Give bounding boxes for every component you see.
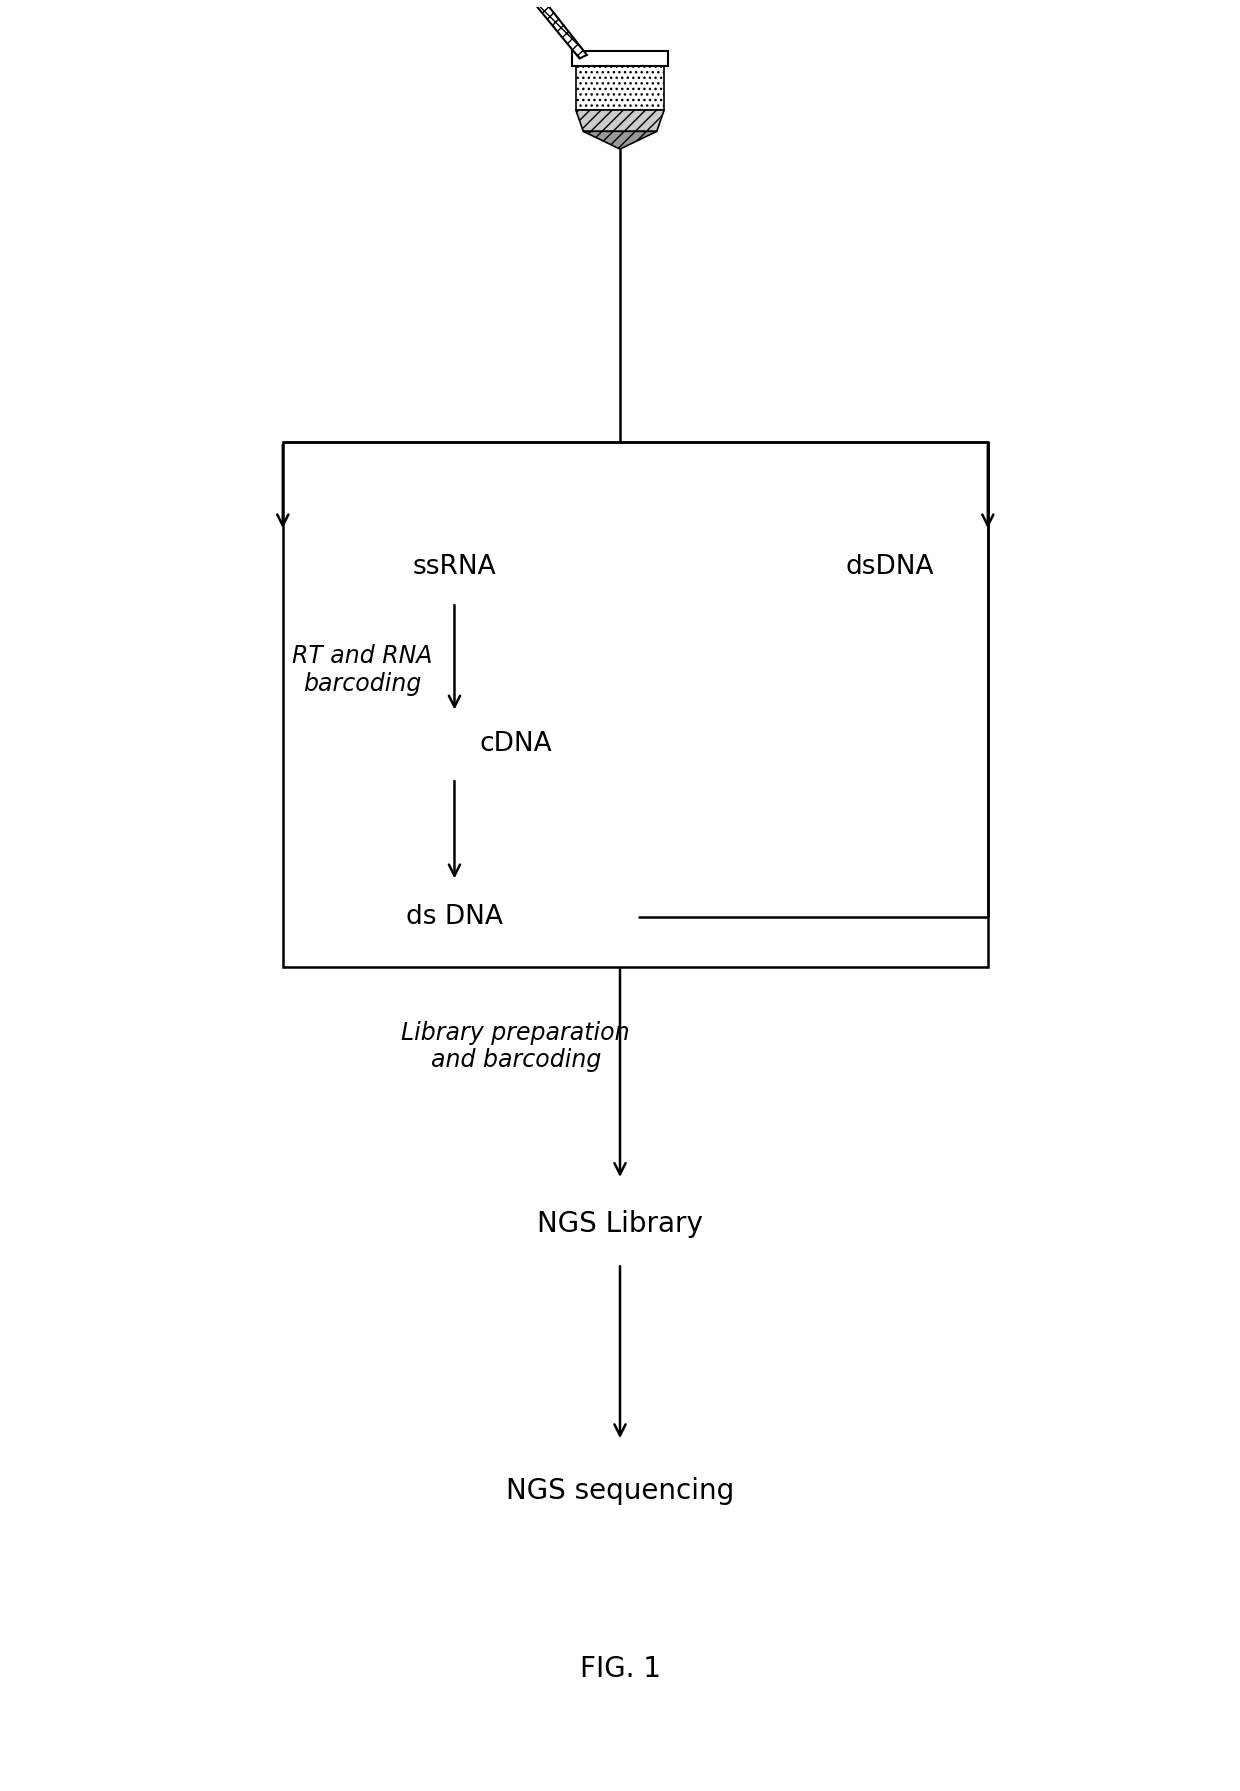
Text: ds DNA: ds DNA	[405, 904, 503, 930]
Polygon shape	[518, 0, 587, 59]
Text: RT and RNA
barcoding: RT and RNA barcoding	[293, 645, 433, 695]
Text: NGS Library: NGS Library	[537, 1211, 703, 1238]
Text: FIG. 1: FIG. 1	[579, 1655, 661, 1682]
Polygon shape	[583, 131, 657, 149]
Text: ssRNA: ssRNA	[413, 553, 496, 580]
Text: Library preparation
and barcoding: Library preparation and barcoding	[402, 1021, 630, 1073]
Polygon shape	[575, 66, 665, 109]
Polygon shape	[572, 52, 668, 66]
Text: dsDNA: dsDNA	[846, 553, 934, 580]
Text: NGS sequencing: NGS sequencing	[506, 1478, 734, 1504]
Text: cDNA: cDNA	[480, 731, 552, 758]
Polygon shape	[575, 109, 665, 131]
